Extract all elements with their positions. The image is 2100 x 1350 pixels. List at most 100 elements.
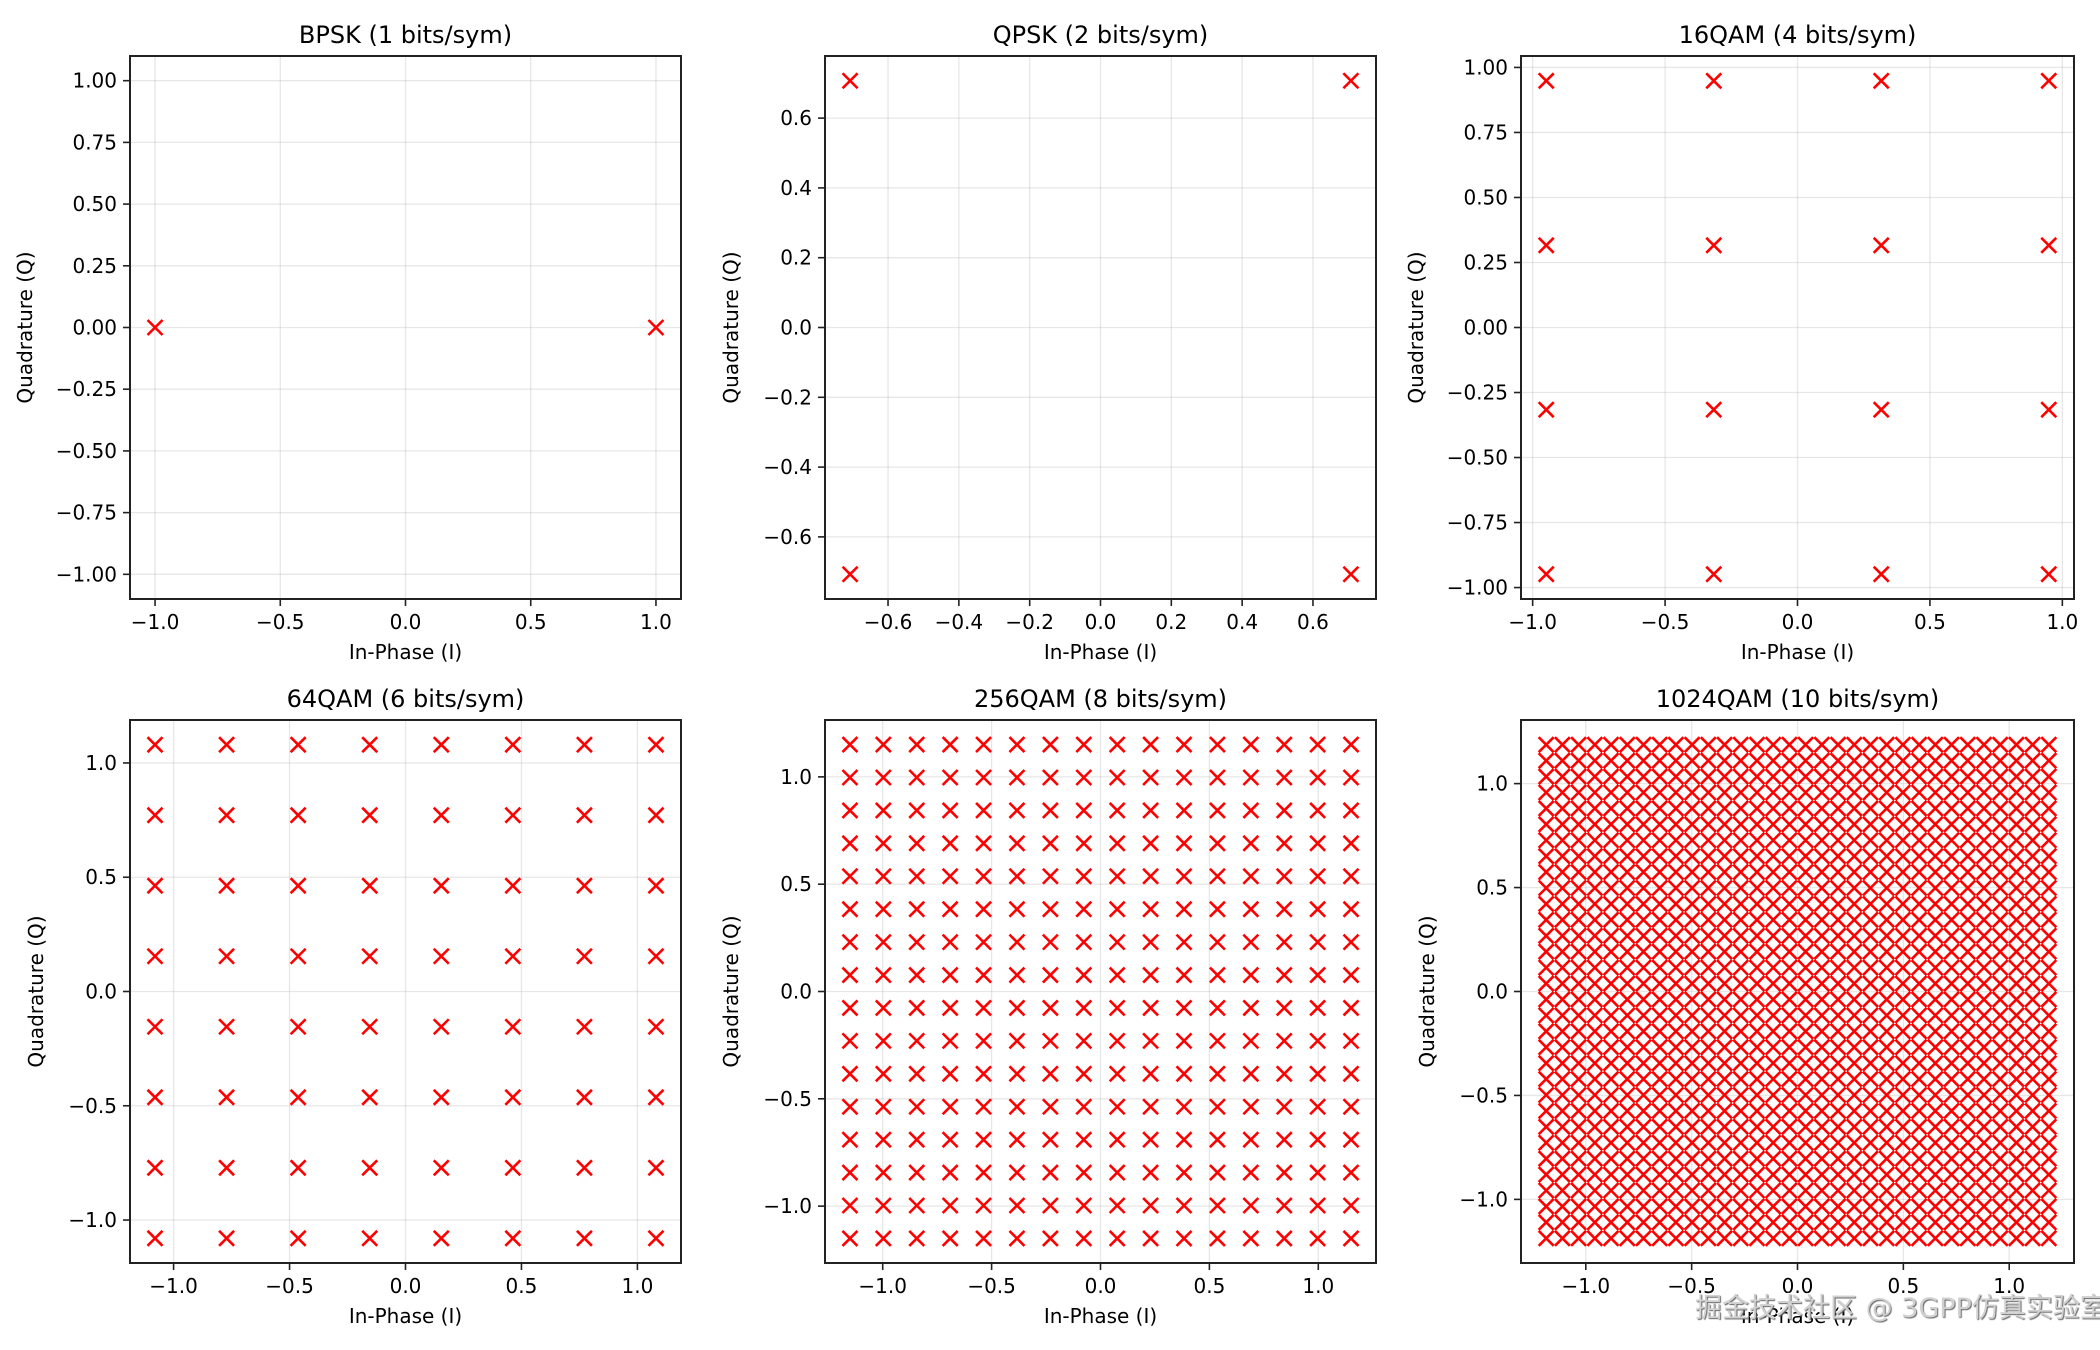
point-marker <box>1991 927 2009 945</box>
point-marker <box>1275 1065 1293 1083</box>
point-marker <box>908 1032 926 1050</box>
point-marker <box>1959 815 1977 833</box>
point-marker <box>1894 752 1912 770</box>
point-marker <box>1618 1118 1636 1136</box>
point-marker <box>1943 927 1960 945</box>
point-marker <box>1651 1182 1669 1199</box>
point-marker <box>1635 1198 1652 1215</box>
point-marker <box>1862 1086 1879 1104</box>
point-marker <box>1959 1102 1977 1120</box>
point-marker <box>908 966 926 984</box>
point-marker <box>1862 911 1879 929</box>
x-tick-label: 1.0 <box>2046 610 2078 634</box>
point-marker <box>1748 927 1766 945</box>
point-marker <box>1959 943 1977 961</box>
point-marker <box>1651 863 1669 881</box>
y-tick-label: 0.0 <box>85 980 117 1004</box>
point-marker <box>1008 1164 1026 1181</box>
point-marker <box>1845 1070 1863 1088</box>
point-marker <box>1008 1131 1026 1149</box>
point-marker <box>1651 1134 1669 1152</box>
point-marker <box>1894 847 1912 865</box>
point-marker <box>2007 1038 2025 1056</box>
point-marker <box>1732 1134 1750 1152</box>
point-marker <box>1748 975 1766 992</box>
y-tick-label: −0.5 <box>763 1087 812 1111</box>
point-marker <box>289 1229 307 1247</box>
point-marker <box>1683 895 1701 913</box>
point-marker <box>1667 959 1685 977</box>
point-marker <box>1764 895 1782 913</box>
point-marker <box>1667 784 1685 801</box>
point-marker <box>432 806 450 824</box>
point-marker <box>2040 784 2058 801</box>
y-axis-label: Quadrature (Q) <box>719 915 743 1067</box>
point-marker <box>1142 1065 1160 1083</box>
point-marker <box>1635 991 1652 1008</box>
point-marker <box>1748 1006 1766 1024</box>
point-marker <box>1797 1134 1815 1152</box>
point-marker <box>1764 1134 1782 1152</box>
point-marker <box>1862 1229 1879 1247</box>
point-marker <box>1175 867 1193 885</box>
point-marker <box>1829 927 1847 945</box>
point-marker <box>1764 863 1782 881</box>
point-marker <box>1845 768 1863 785</box>
point-marker <box>1570 1054 1588 1072</box>
point-marker <box>841 736 859 754</box>
point-marker <box>2040 927 2058 945</box>
point-marker <box>2040 1229 2058 1247</box>
point-marker <box>1242 1131 1260 1149</box>
point-marker <box>1975 1086 1993 1104</box>
point-marker <box>1553 1229 1571 1247</box>
point-marker <box>1602 879 1620 897</box>
point-marker <box>1699 1182 1717 1199</box>
point-marker <box>361 947 379 965</box>
point-marker <box>1635 895 1652 913</box>
point-marker <box>2040 1070 2058 1088</box>
point-marker <box>1894 1118 1912 1136</box>
point-marker <box>1635 1006 1652 1024</box>
point-marker <box>146 1229 164 1247</box>
point-marker <box>1570 1102 1588 1120</box>
point-marker <box>1108 769 1126 786</box>
point-marker <box>647 1018 665 1036</box>
y-tick-label: −1.0 <box>68 1208 117 1232</box>
point-marker <box>2024 943 2042 961</box>
point-marker <box>1959 927 1977 945</box>
x-tick-label: −0.6 <box>864 610 913 634</box>
point-marker <box>1242 867 1260 885</box>
point-marker <box>1845 784 1863 801</box>
point-marker <box>1845 895 1863 913</box>
point-marker <box>1602 784 1620 801</box>
point-marker <box>1142 999 1160 1017</box>
y-tick-label: 0.50 <box>1463 185 1508 209</box>
point-marker <box>1342 1229 1360 1247</box>
point-marker <box>1991 1022 2009 1040</box>
point-marker <box>1894 975 1912 992</box>
point-marker <box>1829 815 1847 833</box>
point-marker <box>1991 1198 2009 1215</box>
point-marker <box>1242 1065 1260 1083</box>
point-marker <box>1764 815 1782 833</box>
point-marker <box>1926 1229 1944 1247</box>
point-marker <box>1041 1229 1059 1247</box>
point-marker <box>1537 72 1555 90</box>
point-marker <box>1683 1070 1701 1088</box>
plot-area <box>130 56 681 599</box>
point-marker <box>1667 1102 1685 1120</box>
point-marker <box>1309 900 1327 918</box>
point-marker <box>1910 1070 1928 1088</box>
point-marker <box>2024 1054 2042 1072</box>
point-marker <box>2007 847 2025 865</box>
point-marker <box>146 1018 164 1036</box>
point-marker <box>1075 933 1093 951</box>
point-marker <box>941 867 959 885</box>
point-marker <box>1797 927 1815 945</box>
point-marker <box>1008 1098 1026 1116</box>
point-marker <box>1975 1054 1993 1072</box>
point-marker <box>1959 736 1977 754</box>
point-marker <box>1878 863 1896 881</box>
point-marker <box>1959 752 1977 770</box>
point-marker <box>1894 1006 1912 1024</box>
